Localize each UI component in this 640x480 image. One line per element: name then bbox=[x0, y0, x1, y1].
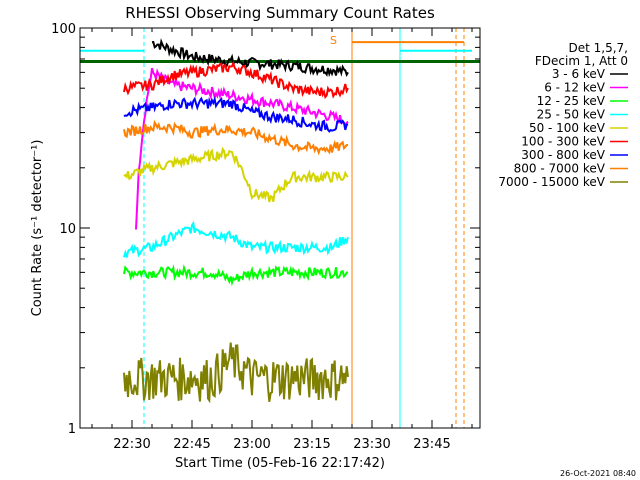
x-tick-label-4: 23:30 bbox=[353, 437, 390, 452]
x-tick-label-5: 23:45 bbox=[413, 437, 450, 452]
series-line-1 bbox=[135, 67, 349, 230]
y-tick-label-2: 100 bbox=[51, 22, 76, 37]
chart-title: RHESSI Observing Summary Count Rates bbox=[125, 4, 435, 22]
timestamp: 26-Oct-2021 08:40 bbox=[560, 469, 636, 478]
legend-label-7: 800 - 7000 keV bbox=[514, 162, 606, 176]
series-lines bbox=[123, 38, 349, 404]
legend-label-0: 3 - 6 keV bbox=[552, 67, 606, 81]
series-line-0 bbox=[151, 38, 349, 78]
x-tick-label-1: 22:45 bbox=[173, 437, 210, 452]
series-line-8 bbox=[123, 342, 349, 404]
series-line-4 bbox=[123, 146, 349, 203]
series-line-5 bbox=[123, 60, 349, 100]
legend-header-0: Det 1,5,7, bbox=[569, 41, 629, 55]
series-line-7 bbox=[123, 119, 348, 156]
y-tick-label-1: 10 bbox=[59, 222, 76, 237]
x-axis-label: Start Time (05-Feb-16 22:17:42) bbox=[175, 456, 385, 471]
legend-header-1: FDecim 1, Att 0 bbox=[535, 54, 628, 68]
series-line-6 bbox=[123, 95, 349, 133]
series-line-3 bbox=[123, 220, 349, 258]
annotation-s: S bbox=[330, 34, 337, 47]
legend-label-4: 50 - 100 keV bbox=[529, 121, 606, 135]
x-tick-label-2: 23:00 bbox=[233, 437, 270, 452]
series-line-2 bbox=[123, 264, 349, 287]
x-tick-label-0: 22:30 bbox=[113, 437, 150, 452]
y-axis-ticks: 1 10 100 bbox=[51, 22, 480, 437]
y-tick-label-0: 1 bbox=[68, 422, 76, 437]
legend-label-1: 6 - 12 keV bbox=[544, 81, 606, 95]
x-axis-ticks: 22:30 22:45 23:00 23:15 23:30 23:45 bbox=[91, 28, 473, 452]
legend-label-6: 300 - 800 keV bbox=[521, 148, 605, 162]
y-axis-label: Count Rate (s⁻¹ detector⁻¹) bbox=[30, 140, 45, 317]
legend-label-3: 25 - 50 keV bbox=[537, 108, 606, 122]
legend-label-8: 7000 - 15000 keV bbox=[498, 175, 605, 189]
legend-label-5: 100 - 300 keV bbox=[521, 135, 605, 149]
legend-label-2: 12 - 25 keV bbox=[537, 94, 606, 108]
x-tick-label-3: 23:15 bbox=[293, 437, 330, 452]
